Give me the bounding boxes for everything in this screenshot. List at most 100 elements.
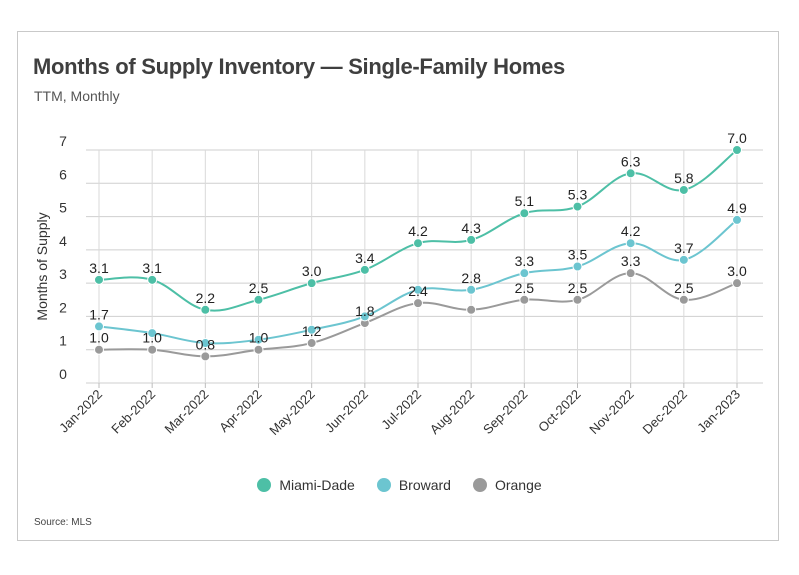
data-point-miami-dade xyxy=(94,274,104,285)
data-point-miami-dade xyxy=(732,145,742,155)
data-point-miami-dade xyxy=(306,278,317,289)
legend-item-broward: Broward xyxy=(376,477,451,493)
data-label-orange: 1.0 xyxy=(249,330,269,346)
data-label-miami-dade: 5.8 xyxy=(674,170,694,186)
data-label-broward: 3.5 xyxy=(568,247,588,263)
data-label-orange: 2.5 xyxy=(515,280,535,296)
y-tick-label: 0 xyxy=(59,366,67,382)
y-tick-label: 5 xyxy=(59,200,67,216)
data-point-miami-dade xyxy=(413,238,423,249)
x-tick-label: Mar-2022 xyxy=(162,387,212,437)
data-label-miami-dade: 7.0 xyxy=(727,130,747,146)
legend-swatch-miami-dade xyxy=(257,478,272,492)
chart-frame xyxy=(17,31,779,541)
data-label-miami-dade: 3.1 xyxy=(89,260,109,276)
data-label-miami-dade: 4.2 xyxy=(408,223,428,239)
chart-legend: Miami-Dade Broward Orange xyxy=(0,477,799,493)
x-tick-label: Jan-2022 xyxy=(56,387,105,436)
legend-swatch-broward xyxy=(376,478,391,492)
data-label-orange: 0.8 xyxy=(196,336,216,352)
data-label-orange: 1.8 xyxy=(355,303,375,319)
y-tick-label: 6 xyxy=(59,166,67,182)
data-point-miami-dade xyxy=(359,264,370,275)
data-label-orange: 2.4 xyxy=(408,283,428,299)
y-tick-label: 1 xyxy=(59,333,67,349)
data-label-broward: 4.9 xyxy=(727,200,747,216)
data-label-broward: 4.2 xyxy=(621,223,641,239)
data-point-broward xyxy=(147,328,158,339)
data-point-orange xyxy=(94,344,104,355)
legend-label-orange: Orange xyxy=(494,477,542,493)
data-label-orange: 1.2 xyxy=(302,323,322,339)
data-point-miami-dade xyxy=(466,234,477,245)
data-point-broward xyxy=(732,214,742,225)
legend-item-orange: Orange xyxy=(472,477,542,493)
x-tick-label: Oct-2022 xyxy=(535,387,583,435)
legend-swatch-orange xyxy=(472,478,487,492)
data-point-broward xyxy=(678,254,689,265)
data-point-broward xyxy=(519,268,530,279)
data-label-miami-dade: 2.5 xyxy=(249,280,269,296)
data-point-miami-dade xyxy=(678,184,689,195)
data-point-broward xyxy=(572,261,583,272)
data-label-orange: 2.5 xyxy=(568,280,588,296)
data-point-miami-dade xyxy=(147,274,158,285)
data-label-broward: 1.7 xyxy=(89,306,109,322)
data-point-miami-dade xyxy=(200,304,211,315)
y-axis-title: Months of Supply xyxy=(34,212,50,320)
data-point-orange xyxy=(200,351,211,362)
x-tick-label: May-2022 xyxy=(266,387,317,438)
data-label-broward: 3.7 xyxy=(674,240,694,256)
data-point-orange xyxy=(732,278,742,289)
chart-subtitle: TTM, Monthly xyxy=(34,88,120,104)
data-label-miami-dade: 3.4 xyxy=(355,250,375,266)
data-point-orange xyxy=(572,294,583,305)
data-point-miami-dade xyxy=(625,168,636,179)
data-point-broward xyxy=(200,338,211,349)
data-point-miami-dade xyxy=(519,208,530,219)
data-point-broward xyxy=(306,324,317,335)
data-point-miami-dade xyxy=(253,294,264,305)
data-point-orange xyxy=(519,294,530,305)
x-tick-label: Jan-2023 xyxy=(694,387,743,436)
y-tick-label: 2 xyxy=(59,299,67,315)
x-tick-label: Apr-2022 xyxy=(216,387,264,435)
x-tick-label: Aug-2022 xyxy=(427,387,477,437)
data-point-orange xyxy=(625,268,636,279)
data-label-miami-dade: 5.3 xyxy=(568,187,588,203)
legend-label-broward: Broward xyxy=(398,477,451,493)
data-point-orange xyxy=(466,304,477,315)
data-point-orange xyxy=(413,298,423,309)
data-label-miami-dade: 3.1 xyxy=(142,260,162,276)
legend-label-miami-dade: Miami-Dade xyxy=(279,477,355,493)
data-point-broward xyxy=(94,321,104,332)
data-label-miami-dade: 5.1 xyxy=(515,193,535,209)
data-point-orange xyxy=(306,338,317,349)
data-label-miami-dade: 2.2 xyxy=(196,290,216,306)
y-tick-label: 3 xyxy=(59,266,67,282)
x-tick-label: Jul-2022 xyxy=(378,387,424,433)
x-tick-label: Sep-2022 xyxy=(480,387,530,437)
data-point-broward xyxy=(253,334,264,345)
data-label-orange: 1.0 xyxy=(89,330,109,346)
data-label-miami-dade: 6.3 xyxy=(621,153,641,169)
data-label-miami-dade: 3.0 xyxy=(302,263,322,279)
data-point-broward xyxy=(359,311,370,322)
data-point-orange xyxy=(147,344,158,355)
data-point-broward xyxy=(466,284,477,295)
data-label-orange: 2.5 xyxy=(674,280,694,296)
x-tick-label: Jun-2022 xyxy=(322,387,371,436)
x-tick-label: Nov-2022 xyxy=(586,387,636,437)
data-point-broward xyxy=(413,284,423,295)
data-point-miami-dade xyxy=(572,201,583,212)
data-point-broward xyxy=(625,238,636,249)
y-tick-label: 4 xyxy=(59,233,67,249)
data-label-orange: 3.0 xyxy=(727,263,747,279)
data-point-orange xyxy=(678,294,689,305)
legend-item-miami-dade: Miami-Dade xyxy=(257,477,355,493)
data-label-broward: 3.3 xyxy=(515,253,535,269)
data-label-orange: 3.3 xyxy=(621,253,641,269)
source-note: Source: MLS xyxy=(34,517,92,528)
data-label-orange: 1.0 xyxy=(142,330,162,346)
data-label-broward: 2.8 xyxy=(461,270,481,286)
